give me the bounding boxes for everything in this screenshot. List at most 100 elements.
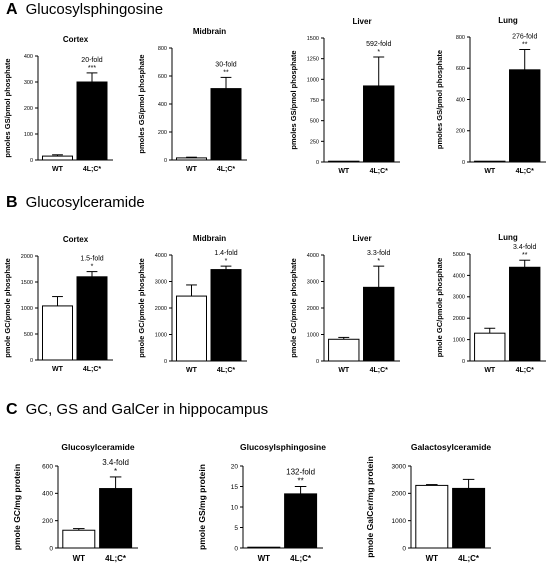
y-tick-label: 300 — [24, 80, 33, 86]
x-tick-label-wt: WT — [73, 554, 86, 563]
x-tick-label-mutant: 4L;C* — [516, 367, 535, 374]
significance-label: * — [114, 467, 117, 476]
section-title-b: B Glucosylceramide — [6, 194, 145, 211]
y-tick-label: 600 — [456, 66, 465, 72]
y-tick-label: 200 — [24, 106, 33, 112]
section-title-a: A Glucosylsphingosine — [6, 1, 164, 18]
y-tick-label: 200 — [42, 518, 53, 525]
y-tick-label: 2000 — [453, 316, 465, 322]
chart-panel-6: 0 1000 2000 3000 4000 pmole GC/pmole phosphat… — [137, 234, 247, 374]
y-tick-label: 2000 — [307, 306, 319, 312]
y-axis-label: pmoles GS/pmol phosphate — [435, 50, 444, 149]
significance-label: * — [91, 264, 94, 271]
x-tick-label-mutant: 4L;C* — [290, 554, 312, 563]
bar-wt — [42, 155, 73, 161]
y-tick-label: 500 — [24, 332, 33, 338]
y-tick-label: 0 — [316, 160, 319, 166]
x-tick-label-wt: WT — [52, 366, 64, 373]
fold-change-label: 3.4-fold — [102, 458, 129, 467]
bar-wt — [328, 338, 360, 362]
significance-label: ** — [522, 42, 528, 49]
y-axis-label: pmole GS/mg protein — [197, 464, 207, 550]
x-tick-label-wt: WT — [258, 554, 271, 563]
panel-title: Glucosylsphingosine — [240, 442, 326, 452]
x-tick-label-mutant: 4L;C* — [516, 168, 535, 175]
y-tick-label: 0 — [462, 160, 465, 166]
significance-label: * — [225, 258, 228, 265]
panel-title: Galactosylceramide — [411, 442, 492, 452]
x-tick-label-wt: WT — [484, 367, 496, 374]
y-tick-label: 400 — [24, 54, 33, 60]
x-tick-label-wt: WT — [484, 168, 496, 175]
x-tick-label-mutant: 4L;C* — [370, 367, 389, 374]
chart-panel-9: 0 200 400 600 pmole GC/mg protein Glucosylcer… — [12, 442, 138, 563]
y-tick-label: 2000 — [21, 254, 33, 260]
bar-mutant — [452, 487, 486, 549]
y-tick-label: 600 — [42, 463, 53, 470]
panel-title: Cortex — [63, 35, 89, 44]
y-tick-label: 100 — [24, 132, 33, 138]
y-tick-label: 800 — [456, 35, 465, 41]
x-tick-label-mutant: 4L;C* — [83, 366, 102, 373]
y-tick-label: 1000 — [307, 332, 319, 338]
x-tick-label-mutant: 4L;C* — [83, 166, 102, 173]
y-tick-label: 250 — [310, 139, 319, 145]
bar-mutant — [509, 266, 541, 362]
bar-wt — [62, 529, 96, 549]
y-tick-label: 400 — [158, 102, 167, 108]
y-axis-label: pmole GC/mg protein — [12, 464, 22, 550]
section-title-c: C GC, GS and GalCer in hippocampus — [6, 401, 269, 418]
y-tick-label: 0 — [462, 359, 465, 365]
x-tick-label-wt: WT — [338, 367, 350, 374]
y-tick-label: 3000 — [155, 279, 167, 285]
y-tick-label: 1000 — [392, 518, 407, 525]
panel-title: Lung — [498, 233, 518, 242]
fold-change-label: 20-fold — [81, 57, 103, 64]
bar-wt — [474, 160, 506, 163]
y-tick-label: 5 — [234, 525, 238, 532]
bar-wt — [42, 305, 73, 361]
fold-change-label: 1.5-fold — [80, 256, 103, 263]
x-tick-label-mutant: 4L;C* — [370, 168, 389, 175]
significance-label: ** — [522, 252, 528, 259]
y-tick-label: 1500 — [307, 36, 319, 42]
y-tick-label: 600 — [158, 74, 167, 80]
x-tick-label-wt: WT — [52, 166, 64, 173]
y-tick-label: 0 — [316, 359, 319, 365]
chart-panel-2: 0 200 400 600 800 pmoles GS/pmol phosphate Mid… — [137, 27, 247, 173]
y-tick-label: 0 — [30, 158, 33, 164]
panel-title: Liver — [352, 17, 371, 26]
chart-panel-5: 0 500 1000 1500 2000 pmole GC/pmole phosphate… — [3, 235, 113, 373]
y-tick-label: 1000 — [155, 332, 167, 338]
panel-title: Midbrain — [193, 234, 226, 243]
y-tick-label: 800 — [158, 46, 167, 52]
chart-panel-1: 0 100 200 300 400 pmoles GS/pmol phosphate Cor… — [3, 35, 113, 173]
bar-wt — [328, 160, 360, 163]
y-tick-label: 5000 — [453, 252, 465, 258]
x-tick-label-mutant: 4L;C* — [217, 367, 236, 374]
x-tick-label-mutant: 4L;C* — [105, 554, 127, 563]
y-tick-label: 400 — [42, 491, 53, 498]
y-axis-label: pmole GC/pmole phosphate — [3, 258, 12, 358]
bar-mutant — [210, 269, 242, 362]
x-tick-label-wt: WT — [426, 554, 439, 563]
fold-change-label: 3.3-fold — [367, 250, 390, 257]
y-tick-label: 1250 — [307, 57, 319, 63]
panel-title: Lung — [498, 16, 518, 25]
y-tick-label: 4000 — [155, 253, 167, 259]
y-tick-label: 200 — [456, 129, 465, 135]
chart-panel-7: 0 1000 2000 3000 4000 pmole GC/pmole phosphat… — [289, 234, 400, 374]
x-tick-label-wt: WT — [338, 168, 350, 175]
fold-change-label: 276-fold — [512, 34, 537, 41]
significance-label: * — [377, 258, 380, 265]
bar-mutant — [284, 493, 318, 549]
bar-mutant — [210, 88, 242, 161]
significance-label: ** — [297, 477, 303, 486]
x-tick-label-mutant: 4L;C* — [217, 166, 236, 173]
y-tick-label: 750 — [310, 98, 319, 104]
x-tick-label-wt: WT — [186, 367, 198, 374]
y-axis-label: pmole GC/pmole phosphate — [289, 258, 298, 358]
y-tick-label: 3000 — [307, 279, 319, 285]
panel-title: Cortex — [63, 235, 89, 244]
